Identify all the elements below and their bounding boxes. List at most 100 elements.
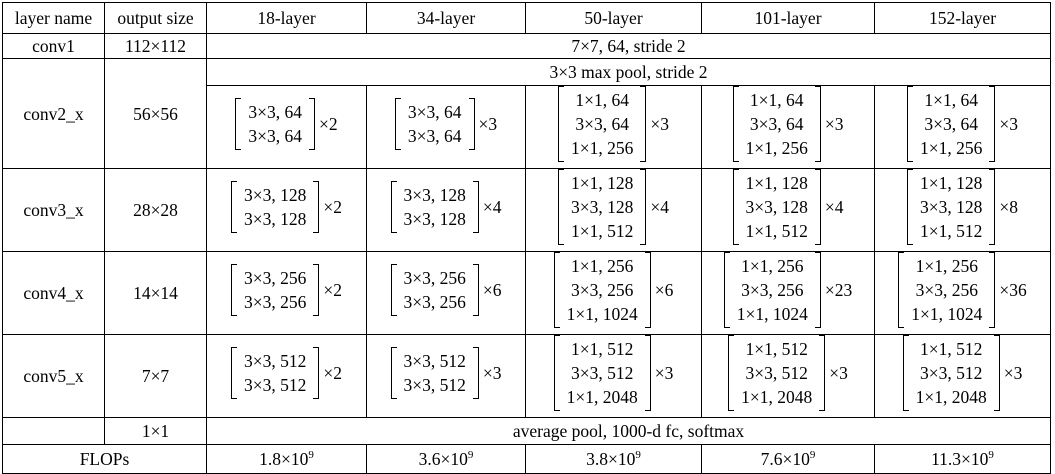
- flops-exponent: 9: [988, 449, 994, 461]
- flops-base: 11.3×10: [931, 449, 989, 469]
- bracket-group: 3×3, 256 3×3, 256: [390, 264, 479, 316]
- block-layer-line: 3×3, 512: [571, 363, 634, 383]
- block-layer-line: 3×3, 512: [403, 375, 466, 395]
- right-bracket: [644, 252, 651, 328]
- block-layer-line: 1×1, 2048: [915, 387, 987, 407]
- bracket-group: 1×1, 512 3×3, 512 1×1, 2048: [553, 335, 651, 411]
- block-layer-line: 3×3, 256: [741, 280, 804, 300]
- right-bracket: [309, 98, 315, 150]
- block-cell: 3×3, 256 3×3, 256 ×2: [206, 251, 367, 335]
- right-bracket: [989, 169, 996, 245]
- flops-base: 3.6×10: [418, 449, 468, 469]
- output-size-cell: 112×112: [104, 33, 207, 59]
- block-layers: 1×1, 512 3×3, 512 1×1, 2048: [909, 335, 994, 411]
- flops-value-cell: 7.6×109: [701, 444, 875, 474]
- block-layers: 3×3, 64 3×3, 64: [401, 98, 469, 150]
- block-layer-line: 3×3, 512: [403, 351, 466, 371]
- block-cell: 3×3, 512 3×3, 512 ×2: [206, 334, 367, 418]
- block-layer-line: 3×3, 64: [248, 102, 302, 122]
- block-cell: 1×1, 64 3×3, 64 1×1, 256 ×3: [874, 85, 1051, 169]
- flops-value-cell: 11.3×109: [874, 444, 1051, 474]
- right-bracket: [313, 347, 320, 399]
- bracket-group: 1×1, 64 3×3, 64 1×1, 256: [558, 86, 647, 162]
- left-bracket: [907, 86, 913, 162]
- block-multiplier: ×3: [482, 363, 502, 383]
- left-bracket: [728, 335, 735, 411]
- block-layers: 1×1, 128 3×3, 128 1×1, 512: [564, 169, 640, 245]
- bracket-group: 3×3, 512 3×3, 512: [231, 347, 320, 399]
- stage-row-conv5-x: conv5_x 7×7 3×3, 512 3×3, 512 ×2 3×3, 512 3×3,…: [2, 334, 1051, 418]
- block-cell: 1×1, 64 3×3, 64 1×1, 256 ×3: [701, 85, 875, 169]
- block-layer-line: 1×1, 256: [741, 256, 804, 276]
- header-row: layer name output size 18-layer 34-layer…: [2, 2, 1051, 34]
- block-multiplier: ×6: [654, 280, 674, 300]
- layer-name-cell: conv2_x: [2, 58, 105, 169]
- block-layer-line: 1×1, 128: [571, 173, 634, 193]
- right-bracket: [814, 86, 821, 162]
- flops-base: 1.8×10: [259, 449, 309, 469]
- header-cell: 101-layer: [701, 2, 875, 34]
- block-multiplier: ×2: [319, 114, 338, 134]
- right-bracket: [993, 335, 1000, 411]
- layer-name-cell: conv4_x: [2, 251, 105, 335]
- block-cell: 1×1, 512 3×3, 512 1×1, 2048 ×3: [874, 334, 1051, 418]
- block-layer-line: 1×1, 512: [571, 221, 634, 241]
- block-layer-line: 3×3, 128: [403, 185, 466, 205]
- block-layer-line: 1×1, 512: [745, 221, 808, 241]
- right-bracket: [472, 347, 479, 399]
- block-layer-line: 1×1, 256: [915, 256, 978, 276]
- block-cell: 3×3, 512 3×3, 512 ×3: [366, 334, 526, 418]
- left-bracket: [558, 86, 564, 162]
- block-layer-line: 1×1, 256: [571, 138, 634, 158]
- flops-exponent: 9: [308, 449, 314, 461]
- block-layer-line: 3×3, 64: [924, 114, 978, 134]
- block-cell: 3×3, 128 3×3, 128 ×4: [366, 168, 526, 252]
- stage-row-conv3-x: conv3_x 28×28 3×3, 128 3×3, 128 ×2 3×3, 128 3×…: [2, 168, 1051, 252]
- right-bracket: [472, 181, 479, 233]
- flops-exponent: 9: [467, 449, 474, 461]
- residual-block: 3×3, 128 3×3, 128 ×4: [390, 181, 502, 233]
- block-layer-line: 1×1, 128: [920, 173, 983, 193]
- block-layer-line: 3×3, 256: [403, 268, 466, 288]
- block-layers: 1×1, 512 3×3, 512 1×1, 2048: [734, 335, 819, 411]
- block-layer-line: 3×3, 128: [571, 197, 634, 217]
- final-row: 1×1 average pool, 1000-d fc, softmax: [2, 417, 1051, 445]
- residual-block: 3×3, 256 3×3, 256 ×6: [390, 264, 502, 316]
- block-cell: 3×3, 64 3×3, 64 ×2: [206, 85, 367, 169]
- block-layer-line: 3×3, 128: [244, 185, 307, 205]
- residual-block: 1×1, 128 3×3, 128 1×1, 512 ×8: [907, 169, 1018, 245]
- block-multiplier: ×2: [323, 280, 342, 300]
- bracket-group: 1×1, 128 3×3, 128 1×1, 512: [558, 169, 647, 245]
- bracket-group: 3×3, 64 3×3, 64: [394, 98, 475, 150]
- block-layers: 1×1, 512 3×3, 512 1×1, 2048: [560, 335, 645, 411]
- block-cell: 1×1, 128 3×3, 128 1×1, 512 ×4: [525, 168, 702, 252]
- block-layer-line: 3×3, 256: [244, 292, 307, 312]
- block-layer-line: 3×3, 256: [244, 268, 307, 288]
- block-layer-line: 1×1, 256: [745, 138, 808, 158]
- block-multiplier: ×3: [829, 363, 848, 383]
- block-layer-line: 3×3, 128: [403, 209, 466, 229]
- left-bracket: [231, 264, 237, 316]
- bracket-group: 1×1, 256 3×3, 256 1×1, 1024: [553, 252, 651, 328]
- block-layer-line: 3×3, 256: [915, 280, 978, 300]
- left-bracket: [902, 335, 909, 411]
- output-size-cell: 14×14: [104, 251, 207, 335]
- block-layer-line: 1×1, 2048: [566, 387, 638, 407]
- block-layer-line: 3×3, 512: [745, 363, 808, 383]
- block-layer-line: 1×1, 64: [575, 90, 629, 110]
- residual-block: 1×1, 64 3×3, 64 1×1, 256 ×3: [907, 86, 1018, 162]
- maxpool-cell: 3×3 max pool, stride 2: [206, 58, 1051, 86]
- left-bracket: [553, 335, 560, 411]
- block-multiplier: ×3: [1003, 363, 1023, 383]
- residual-block: 3×3, 512 3×3, 512 ×2: [231, 347, 342, 399]
- residual-block: 1×1, 256 3×3, 256 1×1, 1024 ×6: [553, 252, 674, 328]
- residual-block: 1×1, 512 3×3, 512 1×1, 2048 ×3: [902, 335, 1023, 411]
- block-layers: 1×1, 64 3×3, 64 1×1, 256: [913, 86, 989, 162]
- left-bracket: [394, 98, 401, 150]
- final-desc-cell: average pool, 1000-d fc, softmax: [206, 417, 1051, 445]
- bracket-group: 3×3, 256 3×3, 256: [231, 264, 320, 316]
- right-bracket: [640, 169, 647, 245]
- block-layers: 3×3, 256 3×3, 256: [237, 264, 313, 316]
- block-cell: 3×3, 256 3×3, 256 ×6: [366, 251, 526, 335]
